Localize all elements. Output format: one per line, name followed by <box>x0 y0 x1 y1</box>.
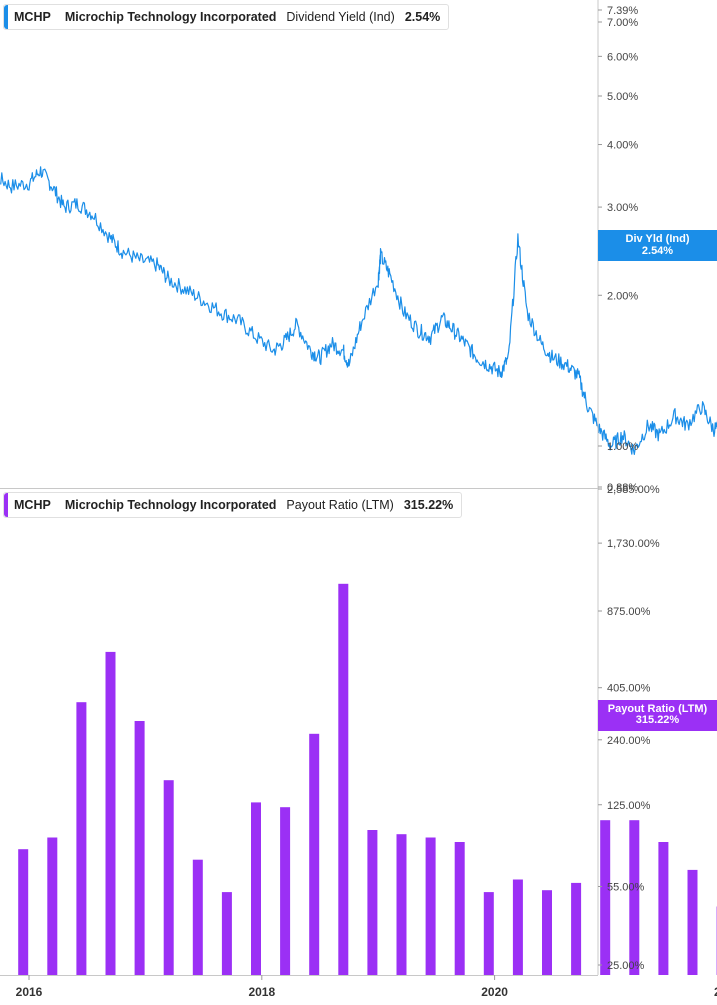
payout-ratio-plot <box>18 583 717 975</box>
payout-ratio-bar <box>687 869 698 975</box>
y-tick-label: 7.00% <box>607 17 638 29</box>
x-tick-label: 2020 <box>481 985 508 999</box>
legend-payout-ratio: MCHP Microchip Technology Incorporated P… <box>3 492 463 518</box>
tag-label: Div Yld (Ind) <box>625 233 690 246</box>
y-tick-label: 5.00% <box>607 91 638 103</box>
payout-ratio-bar <box>600 820 611 975</box>
x-tick-label: 2022 <box>714 985 717 999</box>
y-tick-label: 2.00% <box>607 290 638 302</box>
payout-ratio-bar <box>425 837 436 975</box>
payout-ratio-bar <box>221 892 232 975</box>
y-tick-label: 2,585.00% <box>607 484 660 496</box>
payout-ratio-bar <box>163 780 174 975</box>
y-tick-label: 405.00% <box>607 683 651 695</box>
payout-ratio-bar <box>251 802 261 975</box>
payout-ratio-bar <box>18 849 29 975</box>
legend-color-bar <box>4 5 8 29</box>
x-tick-label: 2018 <box>248 985 275 999</box>
tag-label: Payout Ratio (LTM) <box>607 702 708 715</box>
y-tick-label: 1,730.00% <box>607 538 660 550</box>
y-tick-label: 7.39% <box>607 5 638 17</box>
y-tick-label: 240.00% <box>607 735 651 747</box>
legend-ticker: MCHP <box>14 498 51 512</box>
payout-ratio-bar <box>629 820 640 975</box>
legend-metric: Payout Ratio (LTM) <box>286 498 394 512</box>
payout-ratio-bar <box>76 702 87 975</box>
legend-value: 2.54% <box>404 10 441 24</box>
payout-ratio-bar <box>658 842 669 975</box>
payout-ratio-bar <box>280 807 291 975</box>
payout-ratio-bar <box>105 651 116 975</box>
payout-ratio-bar <box>483 892 494 975</box>
legend-company: Microchip Technology Incorporated <box>64 498 277 512</box>
y-tick-label: 55.00% <box>607 881 645 893</box>
legend-color-bar <box>4 493 8 517</box>
x-tick-label: 2016 <box>16 985 43 999</box>
dividend-yield-plot <box>0 166 717 455</box>
payout-ratio-bar <box>134 721 145 975</box>
y-tick-label: 3.00% <box>607 202 638 214</box>
payout-ratio-bar <box>192 859 203 975</box>
y-tick-label: 4.00% <box>607 140 638 152</box>
payout-ratio-bar <box>309 733 320 975</box>
y-tick-label: 0.88% <box>607 482 638 494</box>
payout-ratio-bar <box>512 879 523 975</box>
legend-value: 315.22% <box>403 498 454 512</box>
payout-ratio-bar <box>454 842 465 975</box>
legend-ticker: MCHP <box>14 10 51 24</box>
y-tick-label: 875.00% <box>607 606 651 618</box>
y-tick-label: 125.00% <box>607 800 651 812</box>
legend-company: Microchip Technology Incorporated <box>64 10 277 24</box>
y-tick-label: 6.00% <box>607 51 638 63</box>
payout-ratio-bar <box>396 834 407 975</box>
dividend-yield-line <box>0 166 717 455</box>
payout-ratio-bar <box>367 830 378 975</box>
payout-ratio-bar <box>571 882 582 975</box>
payout-ratio-value-tag: Payout Ratio (LTM) 315.22% <box>598 699 717 731</box>
tag-value: 2.54% <box>641 244 674 257</box>
y-tick-label: 25.00% <box>607 960 645 972</box>
payout-ratio-bar <box>47 837 58 975</box>
payout-ratio-bar <box>542 890 552 975</box>
tag-value: 315.22% <box>635 714 680 727</box>
legend-metric: Dividend Yield (Ind) <box>286 10 395 24</box>
legend-dividend-yield: MCHP Microchip Technology Incorporated D… <box>3 4 450 30</box>
payout-ratio-bar <box>338 583 349 975</box>
y-tick-label: 1.00% <box>607 441 638 453</box>
dividend-yield-value-tag: Div Yld (Ind) 2.54% <box>598 230 717 262</box>
